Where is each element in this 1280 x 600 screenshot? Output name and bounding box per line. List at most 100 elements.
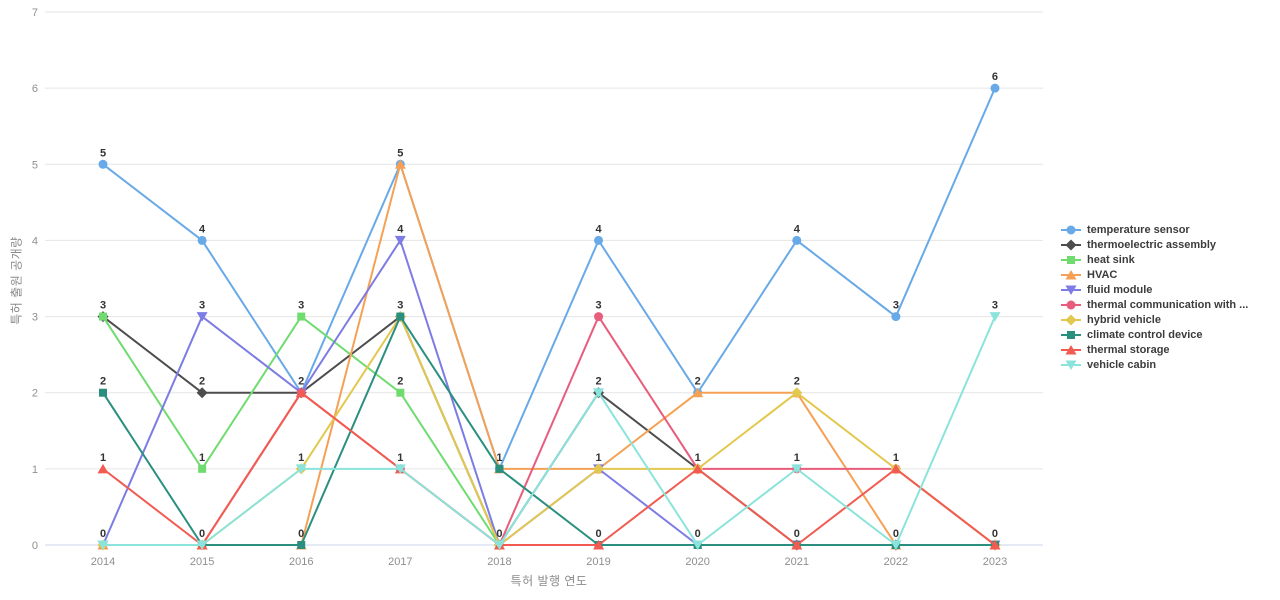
data-label: 3 — [595, 300, 601, 312]
data-point-thermoelectric-assembly[interactable] — [196, 387, 208, 399]
data-label: 3 — [199, 300, 205, 312]
data-point-heat-sink[interactable] — [396, 388, 405, 397]
thermal-storage-legend-marker-icon — [1061, 345, 1081, 355]
data-point-vehicle-cabin[interactable] — [791, 464, 803, 474]
legend-label: fluid module — [1087, 284, 1153, 296]
y-tick-label: 1 — [32, 464, 38, 476]
data-point-heat-sink[interactable] — [198, 464, 207, 473]
data-label: 1 — [794, 452, 800, 464]
data-point-vehicle-cabin[interactable] — [394, 464, 406, 474]
legend-item-climate-control-device[interactable]: climate control device — [1060, 328, 1248, 342]
data-point-climate-control-device[interactable] — [99, 388, 107, 397]
data-point-fluid-module[interactable] — [196, 312, 208, 322]
x-tick-label: 2023 — [983, 556, 1007, 568]
legend-item-temperature-sensor[interactable]: temperature sensor — [1060, 223, 1248, 237]
chart-legend: temperature sensor thermoelectric assembl… — [1060, 223, 1248, 372]
data-point-climate-control-device[interactable] — [396, 312, 405, 321]
legend-label: thermal communication with ... — [1087, 299, 1249, 311]
data-label: 0 — [794, 528, 800, 540]
data-point-hvac[interactable] — [394, 159, 406, 169]
data-point-temperature-sensor[interactable] — [792, 235, 802, 245]
x-tick-label: 2016 — [289, 556, 313, 568]
data-point-hybrid-vehicle[interactable] — [593, 463, 605, 475]
data-label: 2 — [595, 376, 601, 388]
data-point-thermal-storage[interactable] — [295, 387, 307, 398]
data-point-climate-control-device[interactable] — [297, 541, 306, 549]
legend-label: temperature sensor — [1087, 224, 1190, 236]
data-label: 1 — [496, 452, 502, 464]
data-point-temperature-sensor[interactable] — [98, 159, 108, 169]
legend-label: HVAC — [1087, 269, 1118, 281]
legend-item-fluid-module[interactable]: fluid module — [1060, 283, 1248, 297]
data-point-vehicle-cabin[interactable] — [593, 388, 605, 398]
data-label: 4 — [794, 223, 801, 235]
legend-item-thermal-storage[interactable]: thermal storage — [1060, 343, 1248, 357]
x-tick-label: 2018 — [487, 556, 511, 568]
data-label: 1 — [595, 452, 601, 464]
data-label: 4 — [595, 223, 602, 235]
data-point-thermal-storage[interactable] — [890, 463, 902, 474]
legend-item-vehicle-cabin[interactable]: vehicle cabin — [1060, 358, 1248, 372]
data-label: 1 — [695, 452, 701, 464]
data-point-hybrid-vehicle[interactable] — [791, 387, 803, 399]
data-point-thermal-storage[interactable] — [97, 463, 109, 474]
data-point-climate-control-device[interactable] — [495, 464, 504, 473]
data-label: 3 — [298, 300, 304, 312]
data-point-vehicle-cabin[interactable] — [989, 312, 1001, 322]
legend-item-thermal-communication-with[interactable]: thermal communication with ... — [1060, 298, 1248, 312]
data-point-vehicle-cabin[interactable] — [890, 540, 902, 551]
data-point-temperature-sensor[interactable] — [990, 83, 1000, 93]
data-label: 2 — [100, 376, 106, 388]
data-point-thermal-storage[interactable] — [989, 540, 1001, 550]
vehicle-cabin-legend-marker-icon — [1061, 360, 1081, 370]
data-point-thermal-storage[interactable] — [791, 540, 803, 550]
data-point-vehicle-cabin[interactable] — [692, 540, 704, 551]
data-label: 0 — [496, 528, 502, 540]
data-point-thermal-storage[interactable] — [692, 463, 704, 474]
data-point-thermal-communication-with[interactable] — [594, 312, 604, 322]
legend-item-hybrid-vehicle[interactable]: hybrid vehicle — [1060, 313, 1248, 327]
hybrid-vehicle-legend-marker-icon — [1061, 314, 1081, 326]
data-point-vehicle-cabin[interactable] — [295, 464, 307, 474]
y-tick-label: 2 — [32, 388, 38, 400]
data-label: 4 — [397, 223, 404, 235]
data-point-vehicle-cabin[interactable] — [196, 540, 208, 551]
data-label: 0 — [100, 528, 106, 540]
heat-sink-legend-marker-icon — [1061, 256, 1081, 264]
data-label: 5 — [397, 147, 403, 159]
data-point-temperature-sensor[interactable] — [197, 235, 207, 245]
legend-item-thermoelectric-assembly[interactable]: thermoelectric assembly — [1060, 238, 1248, 252]
y-tick-label: 6 — [32, 83, 38, 95]
x-axis-title: 특허 발행 연도 — [510, 574, 588, 588]
thermal-communication-with-legend-marker-icon — [1061, 300, 1081, 310]
legend-item-hvac[interactable]: HVAC — [1060, 268, 1248, 282]
x-tick-label: 2022 — [884, 556, 908, 568]
legend-label: hybrid vehicle — [1087, 314, 1161, 326]
series-line-thermal-communication-with — [102, 315, 996, 546]
data-point-thermal-storage[interactable] — [593, 540, 605, 550]
data-point-vehicle-cabin[interactable] — [97, 540, 109, 551]
data-point-heat-sink[interactable] — [99, 312, 107, 321]
data-label: 1 — [893, 452, 899, 464]
data-point-fluid-module[interactable] — [394, 235, 406, 246]
data-point-temperature-sensor[interactable] — [594, 235, 604, 245]
data-point-temperature-sensor[interactable] — [891, 312, 901, 322]
data-label: 3 — [397, 300, 403, 312]
legend-item-heat-sink[interactable]: heat sink — [1060, 253, 1248, 267]
y-tick-label: 5 — [32, 159, 38, 171]
y-tick-label: 0 — [32, 540, 38, 552]
data-point-hvac[interactable] — [692, 387, 704, 398]
hvac-legend-marker-icon — [1061, 270, 1081, 280]
data-label: 0 — [992, 528, 998, 540]
data-label: 3 — [893, 300, 899, 312]
data-label: 1 — [100, 452, 106, 464]
x-tick-label: 2014 — [91, 556, 115, 568]
data-label: 5 — [100, 147, 106, 159]
data-label: 4 — [199, 223, 206, 235]
series-line-climate-control-device — [102, 315, 996, 546]
y-tick-label: 3 — [32, 312, 38, 324]
data-point-heat-sink[interactable] — [297, 312, 306, 321]
data-point-vehicle-cabin[interactable] — [493, 540, 505, 551]
